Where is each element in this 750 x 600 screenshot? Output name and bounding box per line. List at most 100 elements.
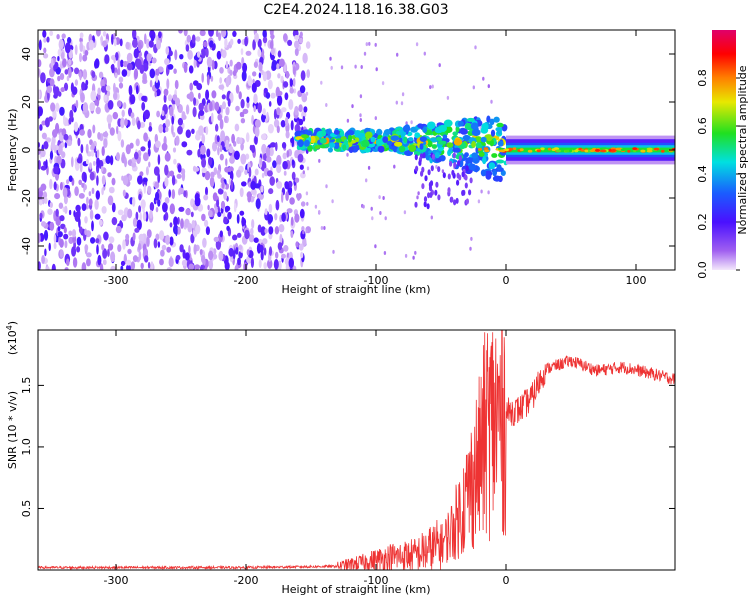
heatmap-cell — [405, 121, 408, 126]
heatmap-cell — [53, 181, 57, 191]
heatmap-cell — [262, 30, 267, 38]
heatmap-cell — [396, 52, 399, 57]
heatmap-cell — [140, 262, 144, 270]
heatmap-cell — [241, 57, 245, 66]
heatmap-cell — [178, 104, 183, 113]
heatmap-cell — [153, 238, 158, 249]
heatmap-cell — [177, 125, 183, 135]
heatmap-cell — [109, 127, 115, 136]
heatmap-cell — [146, 229, 152, 239]
heatmap-cell — [290, 216, 294, 226]
heatmap-cell — [164, 164, 169, 176]
heatmap-cell — [204, 170, 211, 181]
spectrogram-xlabel: Height of straight line (km) — [281, 283, 430, 296]
heatmap-cell — [382, 136, 389, 144]
heatmap-cell — [169, 203, 175, 215]
heatmap-cell — [208, 156, 213, 166]
y-tick-label: 1.5 — [20, 377, 33, 395]
heatmap-cell — [152, 31, 156, 39]
heatmap-cell — [95, 106, 101, 115]
heatmap-cell — [88, 39, 95, 51]
heatmap-cell — [300, 70, 306, 81]
heatmap-cell — [71, 229, 77, 238]
heatmap-cell — [91, 187, 95, 194]
heatmap-cell — [211, 59, 215, 71]
heatmap-cell — [110, 265, 116, 270]
heatmap-cell — [157, 154, 161, 166]
x-tick-label: 0 — [503, 574, 510, 587]
heatmap-cell — [244, 229, 250, 240]
heatmap-cell — [128, 85, 133, 96]
heatmap-cell — [146, 236, 150, 248]
heatmap-cell — [221, 49, 227, 59]
heatmap-cell — [140, 146, 146, 152]
heatmap-cell — [111, 217, 118, 226]
heatmap-cell — [98, 219, 103, 226]
heatmap-cell — [105, 85, 111, 92]
heatmap-cell — [310, 135, 316, 144]
heatmap-cell — [412, 255, 415, 260]
heatmap-cell — [547, 147, 552, 151]
x-tick-label: -200 — [234, 274, 259, 287]
heatmap-cell — [81, 262, 87, 270]
heatmap-cell — [403, 210, 407, 215]
heatmap-cell — [202, 41, 208, 48]
heatmap-cell — [146, 53, 152, 63]
heatmap-cell — [257, 48, 262, 58]
heatmap-cell — [255, 198, 261, 210]
heatmap-cell — [452, 152, 456, 159]
heatmap-cell — [461, 171, 465, 178]
heatmap-cell — [78, 226, 83, 234]
heatmap-cell — [148, 40, 154, 48]
heatmap-cell — [159, 258, 164, 266]
heatmap-cell — [301, 226, 305, 232]
heatmap-cell — [299, 31, 303, 38]
heatmap-cell — [217, 113, 223, 121]
heatmap-cell — [41, 132, 48, 140]
heatmap-cell — [314, 145, 320, 150]
heatmap-cell — [131, 117, 136, 127]
heatmap-cell — [197, 148, 201, 158]
heatmap-cell — [419, 143, 424, 150]
heatmap-cell — [161, 110, 165, 117]
heatmap-cell — [232, 234, 238, 241]
heatmap-cell — [217, 211, 222, 217]
heatmap-cell — [292, 77, 296, 87]
heatmap-cell — [69, 109, 74, 120]
heatmap-cell — [59, 215, 65, 222]
heatmap-cell — [103, 95, 108, 102]
heatmap-cell — [86, 258, 91, 267]
heatmap-cell — [81, 182, 85, 188]
heatmap-cell — [620, 148, 627, 152]
heatmap-cell — [202, 237, 207, 248]
heatmap-cell — [276, 154, 282, 166]
heatmap-cell — [74, 186, 79, 197]
heatmap-cell — [179, 244, 184, 253]
heatmap-cell — [193, 166, 200, 172]
heatmap-cell — [447, 187, 451, 194]
heatmap-cell — [50, 102, 56, 112]
heatmap-cell — [246, 100, 250, 109]
heatmap-cell — [305, 191, 309, 196]
heatmap-cell — [299, 208, 305, 219]
heatmap-cell — [209, 101, 213, 112]
heatmap-cell — [193, 244, 197, 255]
heatmap-cell — [218, 84, 225, 90]
heatmap-cell — [205, 226, 210, 236]
heatmap-cell — [223, 191, 228, 201]
heatmap-cell — [201, 167, 207, 173]
heatmap-cell — [132, 255, 138, 263]
heatmap-cell — [106, 90, 111, 97]
heatmap-cell — [264, 228, 268, 234]
heatmap-cell — [268, 188, 274, 195]
heatmap-cell — [169, 222, 173, 228]
heatmap-cell — [437, 194, 441, 201]
heatmap-cell — [299, 164, 304, 170]
heatmap-cell — [265, 92, 271, 99]
heatmap-cell — [274, 213, 278, 221]
heatmap-cell — [229, 59, 233, 67]
heatmap-cell — [284, 92, 289, 101]
heatmap-cell — [176, 173, 182, 179]
heatmap-cell — [497, 140, 504, 147]
heatmap-cell — [262, 71, 268, 82]
